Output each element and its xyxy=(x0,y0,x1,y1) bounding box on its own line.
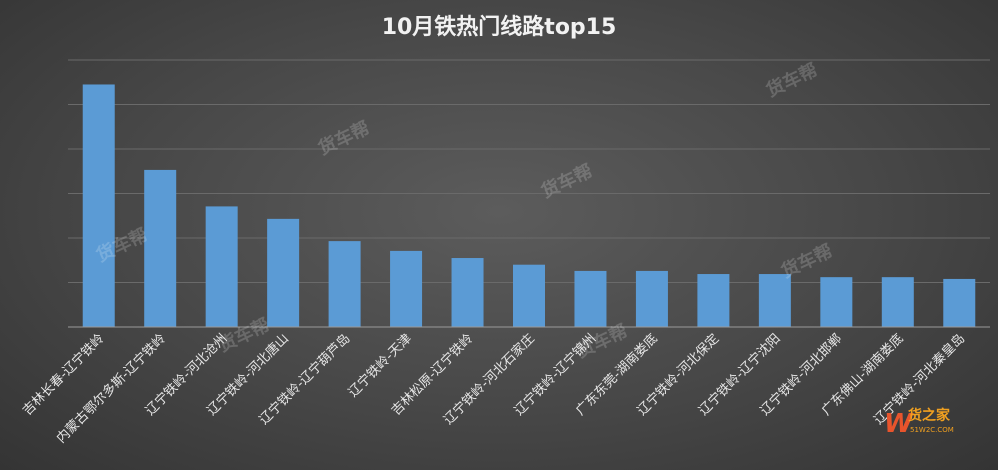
bar xyxy=(82,84,115,327)
bar xyxy=(881,277,914,327)
bar xyxy=(390,250,423,327)
logo-subtext: 51W2C.COM xyxy=(910,426,954,434)
bar xyxy=(943,278,976,327)
bar xyxy=(513,264,545,327)
watermark: 货车帮 xyxy=(763,59,821,102)
x-tick-label: 内蒙古鄂尔多斯-辽宁铁岭 xyxy=(53,331,169,447)
logo-text: 货之家 xyxy=(907,407,951,424)
x-tick-labels: 吉林长春-辽宁铁岭内蒙古鄂尔多斯-辽宁铁岭辽宁铁岭-河北沧州辽宁铁岭-河北唐山辽… xyxy=(19,331,968,447)
bar xyxy=(820,277,853,327)
watermark: 货车帮 xyxy=(538,160,596,203)
x-tick-label: 辽宁铁岭-天津 xyxy=(345,331,415,401)
bar xyxy=(758,274,791,327)
bar xyxy=(697,274,730,327)
bar xyxy=(205,206,238,327)
bar xyxy=(574,270,607,327)
watermark: 货车帮 xyxy=(315,117,373,160)
logo-mark: W xyxy=(884,409,914,439)
bar xyxy=(144,169,177,327)
bar xyxy=(267,218,300,327)
watermark: 货车帮 xyxy=(778,240,836,283)
site-logo: W 货之家 51W2C.COM xyxy=(884,407,954,439)
bars xyxy=(82,84,976,327)
bar xyxy=(451,258,484,327)
bar xyxy=(328,241,361,327)
bar xyxy=(635,270,668,327)
chart-title: 10月铁热门线路top15 xyxy=(382,14,617,40)
